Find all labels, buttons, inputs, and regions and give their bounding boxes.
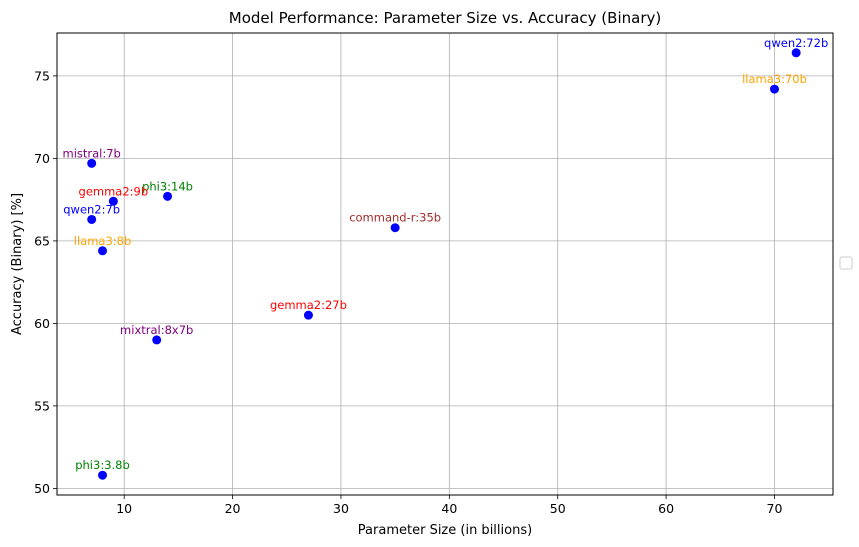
- data-point: [769, 84, 779, 94]
- x-axis-ticks: 10 20 30 40 50 60 70: [116, 495, 782, 516]
- data-point: [152, 335, 162, 345]
- data-point: [87, 158, 97, 168]
- legend-box: [839, 256, 853, 270]
- point-label: mixtral:8x7b: [120, 323, 193, 337]
- data-point: [108, 196, 118, 206]
- y-tick-label: 70: [34, 151, 50, 166]
- data-point: [98, 246, 108, 256]
- x-tick-label: 30: [333, 501, 349, 516]
- point-label: qwen2:72b: [764, 36, 828, 50]
- point-label: llama3:8b: [74, 234, 132, 248]
- x-tick-label: 50: [550, 501, 566, 516]
- chart-title: Model Performance: Parameter Size vs. Ac…: [229, 9, 661, 27]
- y-tick-label: 65: [34, 233, 50, 248]
- data-point: [98, 470, 108, 480]
- point-label: phi3:14b: [142, 179, 193, 193]
- y-tick-label: 50: [34, 481, 50, 496]
- x-tick-label: 20: [225, 501, 241, 516]
- y-tick-label: 55: [34, 398, 50, 413]
- x-axis-label: Parameter Size (in billions): [358, 523, 532, 538]
- point-label: command-r:35b: [349, 211, 441, 225]
- data-point: [163, 191, 173, 201]
- x-tick-label: 70: [767, 501, 783, 516]
- point-label: llama3:70b: [742, 72, 807, 86]
- data-point: [87, 214, 97, 224]
- data-point: [390, 223, 400, 233]
- point-label: phi3:3.8b: [75, 458, 130, 472]
- y-axis-label: Accuracy (Binary) [%]: [10, 193, 25, 335]
- data-points: qwen2:72bllama3:70bmistral:7bphi3:14bgem…: [63, 36, 828, 480]
- x-tick-label: 10: [116, 501, 132, 516]
- y-tick-label: 60: [34, 316, 50, 331]
- point-label: qwen2:7b: [63, 202, 120, 216]
- data-point: [791, 48, 801, 58]
- data-point: [303, 310, 313, 320]
- plot-frame: [56, 32, 834, 496]
- x-tick-label: 40: [441, 501, 457, 516]
- point-label: gemma2:9b: [79, 184, 149, 198]
- point-label: gemma2:27b: [270, 298, 347, 312]
- y-tick-label: 75: [34, 68, 50, 83]
- grid-lines: [57, 33, 833, 495]
- point-label: mistral:7b: [63, 146, 121, 160]
- x-tick-label: 60: [658, 501, 674, 516]
- y-axis-ticks: 50 55 60 65 70 75: [34, 68, 57, 496]
